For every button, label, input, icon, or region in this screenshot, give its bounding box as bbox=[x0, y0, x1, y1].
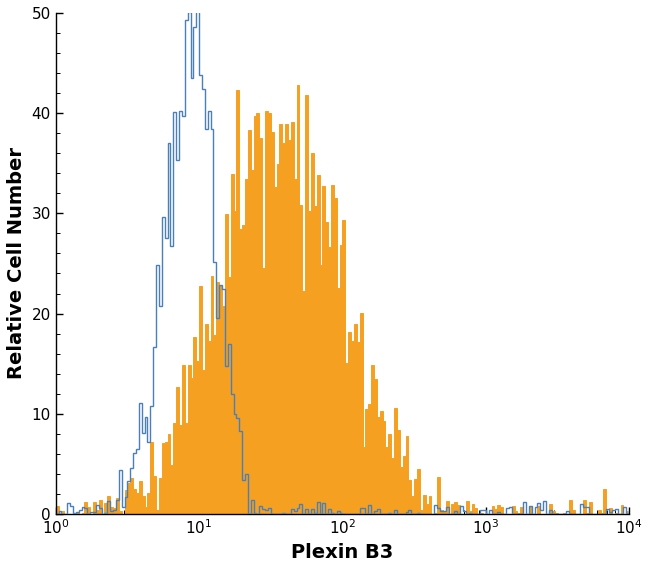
X-axis label: Plexin B3: Plexin B3 bbox=[291, 543, 394, 562]
Y-axis label: Relative Cell Number: Relative Cell Number bbox=[7, 147, 26, 380]
